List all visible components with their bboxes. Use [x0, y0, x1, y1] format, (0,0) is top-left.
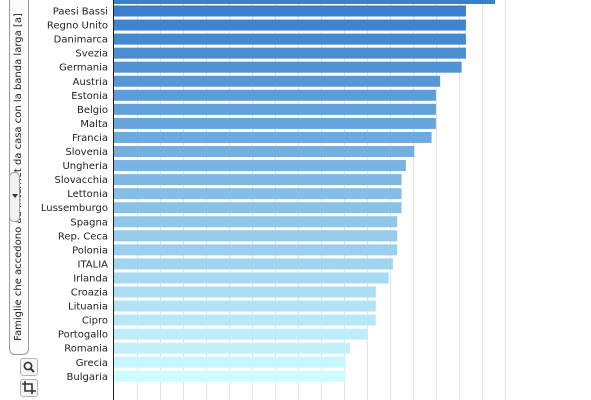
bar [114, 131, 432, 143]
category-label: Germania [59, 63, 108, 74]
category-label: Slovacchia [54, 175, 108, 186]
category-label: Rep. Ceca [58, 231, 108, 242]
bar [114, 33, 466, 45]
grid-lines [137, 0, 506, 400]
bar [114, 75, 441, 87]
crop-button[interactable] [20, 379, 38, 397]
category-label: Ungheria [62, 161, 108, 172]
bar [114, 216, 398, 228]
zoom-button[interactable] [20, 358, 38, 376]
bar [114, 300, 376, 312]
left-toolbar: Famiglie che accedono ad Internet da cas… [0, 0, 42, 400]
category-label: Grecia [76, 358, 108, 369]
bar [114, 272, 389, 284]
collapse-button[interactable] [9, 172, 20, 222]
bar [114, 230, 398, 242]
bar [114, 258, 393, 270]
category-label: Polonia [72, 245, 108, 256]
category-label: Cipro [82, 316, 108, 327]
category-label: Austria [73, 77, 108, 88]
bar [114, 328, 368, 340]
category-label: Lituania [68, 302, 108, 313]
category-label: Regno Unito [47, 21, 108, 32]
bar [114, 61, 462, 73]
bar [114, 146, 415, 157]
bar [114, 103, 436, 115]
chevron-down-icon [12, 194, 18, 198]
category-label: Bulgaria [67, 372, 108, 383]
category-label: Belgio [77, 105, 108, 116]
bar [114, 19, 466, 31]
bar [114, 202, 402, 214]
bar [114, 342, 351, 354]
category-label: Croazia [71, 288, 108, 299]
category-label: Estonia [71, 91, 108, 102]
bar [114, 314, 376, 326]
category-label: Spagna [70, 217, 108, 228]
category-label: Svezia [75, 49, 108, 60]
bar [114, 370, 346, 382]
bar [114, 356, 346, 368]
magnifier-icon [23, 361, 35, 373]
category-label: Francia [72, 133, 108, 144]
category-label: Irlanda [73, 273, 108, 284]
bar [114, 160, 406, 172]
category-labels: Paesi Bassi Regno Unito Danimarca Svezia Ger… [41, 7, 108, 383]
bar [114, 244, 398, 256]
bar [114, 117, 436, 129]
bars [114, 0, 495, 382]
crop-icon [22, 381, 36, 394]
bar [114, 286, 376, 298]
bar [114, 174, 402, 186]
category-label: Lussemburgo [41, 203, 108, 214]
bar-partial [114, 0, 495, 4]
bar [114, 47, 466, 59]
bar [114, 5, 466, 17]
category-label: Slovenia [65, 147, 108, 158]
category-label: ITALIA [78, 259, 109, 270]
bar [114, 89, 436, 101]
bar [114, 188, 402, 200]
category-label: Paesi Bassi [53, 7, 108, 18]
category-label: Danimarca [54, 35, 108, 46]
category-label: Malta [80, 119, 108, 130]
category-label: Romania [64, 344, 108, 355]
category-label: Lettonia [67, 189, 108, 200]
category-label: Portogallo [58, 330, 108, 341]
